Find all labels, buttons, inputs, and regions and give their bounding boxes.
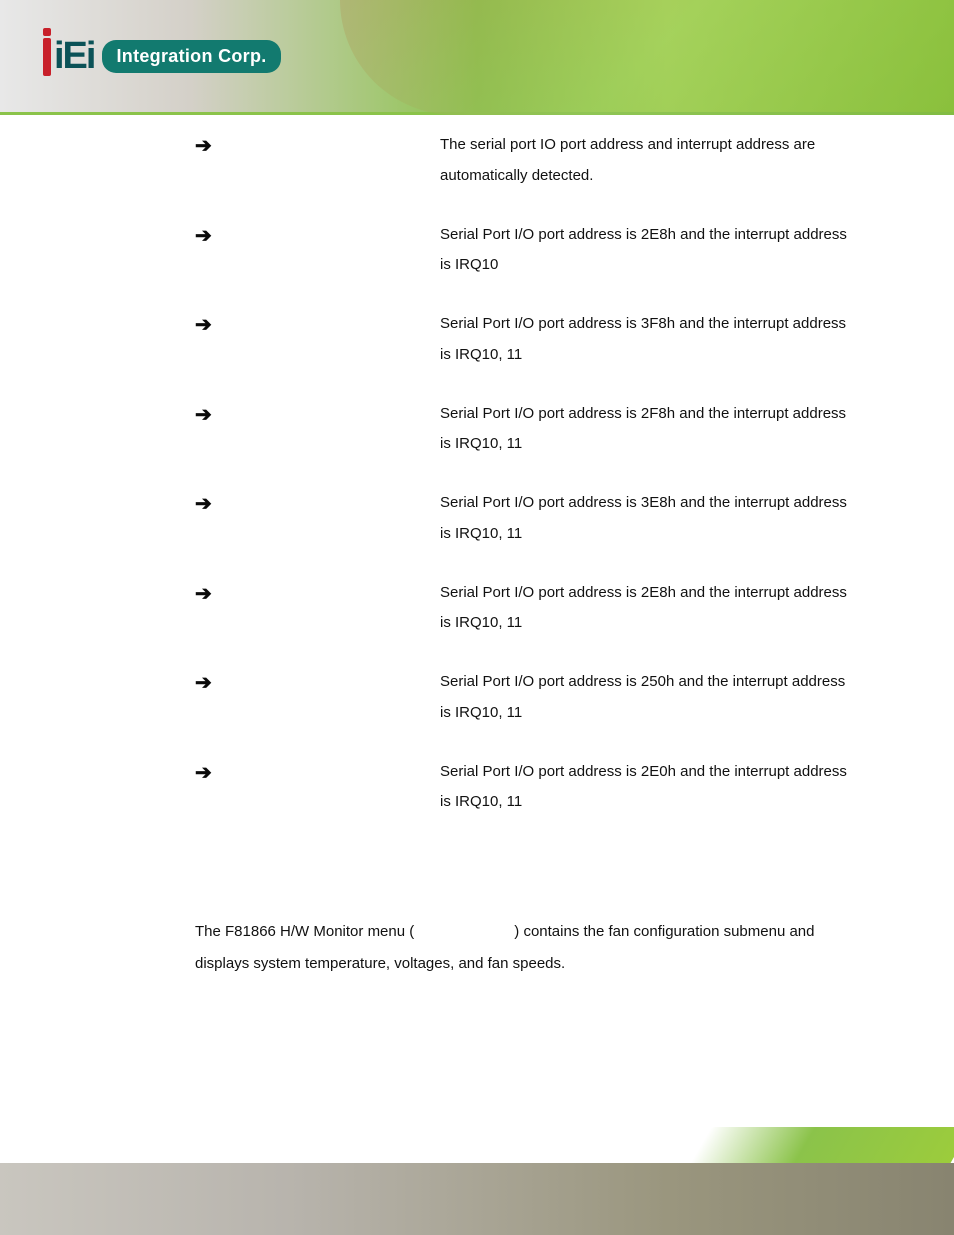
arrow-column: ➔ [195,399,440,427]
hw-monitor-paragraph: The F81866 H/W Monitor menu ( ) contains… [195,916,858,979]
arrow-right-icon: ➔ [195,583,212,605]
logo-i-glyph [43,38,51,76]
list-item-description: Serial Port I/O port address is 3E8h and… [440,488,858,578]
arrow-column: ➔ [195,578,440,606]
arrow-column: ➔ [195,757,440,785]
para-text-before: The F81866 H/W Monitor menu ( [195,923,414,940]
arrow-right-icon: ➔ [195,225,212,247]
list-item-description: Serial Port I/O port address is 2E8h and… [440,220,858,310]
list-item: ➔ Serial Port I/O port address is 3F8h an… [195,309,858,399]
arrow-right-icon: ➔ [195,135,212,157]
arrow-column: ➔ [195,130,440,158]
arrow-right-icon: ➔ [195,672,212,694]
list-item: ➔ Serial Port I/O port address is 2E8h an… [195,578,858,668]
arrow-right-icon: ➔ [195,493,212,515]
list-item: ➔ Serial Port I/O port address is 3E8h an… [195,488,858,578]
logo-text: iEi [54,35,94,78]
arrow-column: ➔ [195,220,440,248]
list-item-description: The serial port IO port address and inte… [440,130,858,220]
arrow-right-icon: ➔ [195,404,212,426]
list-item: ➔ The serial port IO port address and int… [195,130,858,220]
logo-slogan: Integration Corp. [102,40,280,73]
footer-banner [0,1163,954,1235]
list-item-description: Serial Port I/O port address is 2E8h and… [440,578,858,668]
list-item-description: Serial Port I/O port address is 3F8h and… [440,309,858,399]
arrow-column: ➔ [195,309,440,337]
list-item: ➔ Serial Port I/O port address is 2F8h an… [195,399,858,489]
arrow-right-icon: ➔ [195,314,212,336]
page-content: ➔ The serial port IO port address and int… [195,130,858,979]
list-item-description: Serial Port I/O port address is 2F8h and… [440,399,858,489]
options-list: ➔ The serial port IO port address and int… [195,130,858,846]
arrow-column: ➔ [195,488,440,516]
para-gap [414,923,514,940]
list-item: ➔ Serial Port I/O port address is 2E8h an… [195,220,858,310]
list-item-description: Serial Port I/O port address is 250h and… [440,667,858,757]
arrow-right-icon: ➔ [195,762,212,784]
arrow-column: ➔ [195,667,440,695]
brand-logo: iEi Integration Corp. [43,35,281,78]
list-item-description: Serial Port I/O port address is 2E0h and… [440,757,858,847]
list-item: ➔ Serial Port I/O port address is 2E0h an… [195,757,858,847]
list-item: ➔ Serial Port I/O port address is 250h an… [195,667,858,757]
header-curve-graphic [340,0,954,115]
